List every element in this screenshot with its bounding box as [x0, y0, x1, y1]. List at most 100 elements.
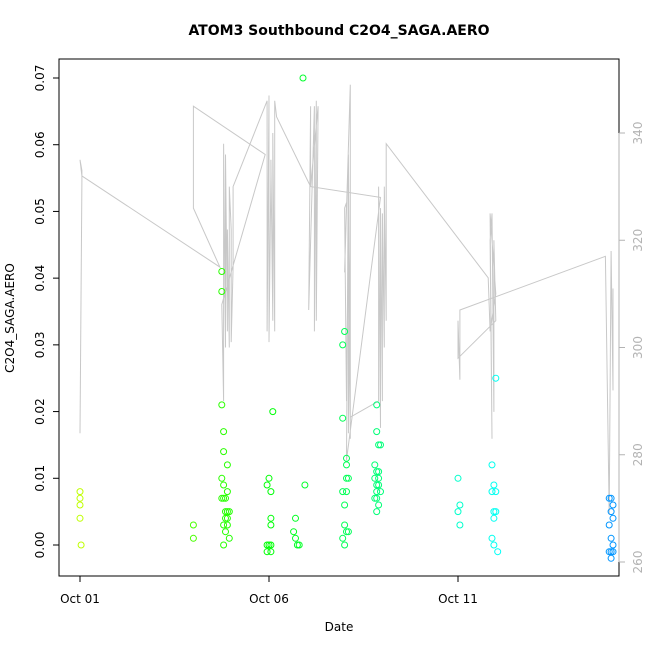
y-tick-label: 0.07 — [33, 65, 47, 92]
data-point — [220, 494, 228, 502]
data-point — [263, 481, 271, 489]
data-point — [265, 541, 273, 549]
y-axis: 0.00 0.01 0.02 0.03 0.04 0.05 0.06 0.07 — [33, 65, 60, 558]
data-point — [220, 521, 228, 529]
data-point — [343, 528, 350, 536]
data-point — [223, 514, 231, 522]
data-point — [488, 488, 496, 496]
y-axis-right-tick-label: 320 — [631, 229, 645, 252]
data-point — [343, 488, 350, 496]
data-point — [292, 534, 299, 542]
data-point — [605, 548, 613, 556]
data-point — [375, 468, 383, 476]
data-point — [375, 501, 383, 509]
data-point — [220, 428, 228, 436]
data-point — [341, 328, 349, 335]
data-point — [339, 488, 347, 496]
data-point — [609, 548, 617, 556]
data-point — [377, 488, 384, 496]
data-point — [490, 541, 498, 549]
y-axis-right-tick-label: 340 — [631, 122, 645, 145]
data-point — [263, 548, 271, 556]
data-point — [218, 474, 226, 482]
data-point — [218, 401, 226, 409]
data-point — [341, 541, 349, 549]
data-point — [607, 508, 615, 516]
data-point — [267, 548, 275, 556]
data-point — [488, 461, 496, 469]
y-tick-label: 0.04 — [33, 265, 47, 292]
x-tick-label: Oct 06 — [249, 592, 289, 606]
data-point — [77, 541, 85, 549]
y-tick-label: 0.01 — [33, 465, 47, 492]
data-point — [218, 268, 226, 275]
data-point — [607, 534, 615, 542]
data-point — [492, 508, 500, 516]
data-point — [373, 508, 381, 516]
data-point — [609, 514, 617, 522]
y-tick-label: 0.03 — [33, 331, 47, 358]
data-point — [371, 494, 379, 502]
data-point — [222, 514, 229, 522]
y-tick-label: 0.05 — [33, 198, 47, 225]
secondary-trace-layer — [79, 84, 614, 514]
y-axis-label: C2O4_SAGA.AERO — [3, 263, 17, 373]
data-point — [373, 401, 381, 409]
data-point — [344, 474, 352, 482]
y-axis-right-tick-label: 260 — [631, 551, 645, 574]
data-point — [290, 528, 298, 536]
data-point — [494, 548, 502, 556]
data-point — [609, 541, 617, 549]
data-point — [76, 494, 84, 502]
data-point — [490, 514, 498, 522]
data-point — [371, 474, 379, 482]
data-point — [220, 541, 228, 549]
data-point — [341, 521, 349, 529]
data-point — [373, 488, 381, 496]
data-point — [375, 474, 383, 482]
data-point — [299, 74, 307, 82]
data-point — [343, 461, 350, 469]
data-point — [339, 534, 347, 542]
data-point — [301, 481, 309, 489]
data-point — [265, 474, 273, 482]
x-tick-label: Oct 11 — [438, 592, 478, 606]
data-point — [220, 448, 228, 456]
data-point — [456, 501, 464, 509]
data-point — [222, 494, 229, 502]
secondary-trace-line — [79, 84, 614, 514]
data-point — [375, 441, 383, 449]
data-point — [222, 508, 229, 516]
data-point — [373, 428, 381, 436]
data-point — [269, 408, 277, 416]
y-tick-label: 0.02 — [33, 398, 47, 425]
data-point — [341, 501, 349, 509]
data-point — [605, 521, 613, 529]
data-point — [225, 508, 233, 516]
x-axis: Oct 01 Oct 06 Oct 11 — [60, 575, 478, 606]
data-point — [292, 514, 299, 522]
data-point — [492, 488, 500, 496]
x-tick-label: Oct 01 — [60, 592, 100, 606]
data-point — [267, 521, 275, 529]
data-point — [343, 454, 350, 462]
data-point — [344, 528, 352, 536]
data-point — [607, 548, 615, 556]
data-point — [375, 481, 383, 489]
data-point — [377, 441, 384, 449]
data-point — [339, 341, 347, 349]
data-point — [373, 481, 381, 489]
data-point — [339, 414, 347, 422]
data-points-layer — [76, 74, 617, 562]
y-axis-right: 260 280 300 320 340 — [618, 122, 645, 574]
data-point — [343, 474, 350, 482]
data-point — [189, 521, 197, 529]
data-point — [373, 468, 381, 476]
data-point — [373, 494, 381, 502]
data-point — [76, 514, 84, 522]
data-point — [222, 528, 229, 536]
data-point — [267, 488, 275, 496]
x-axis-label: Date — [325, 620, 354, 634]
plot-area — [58, 58, 620, 577]
